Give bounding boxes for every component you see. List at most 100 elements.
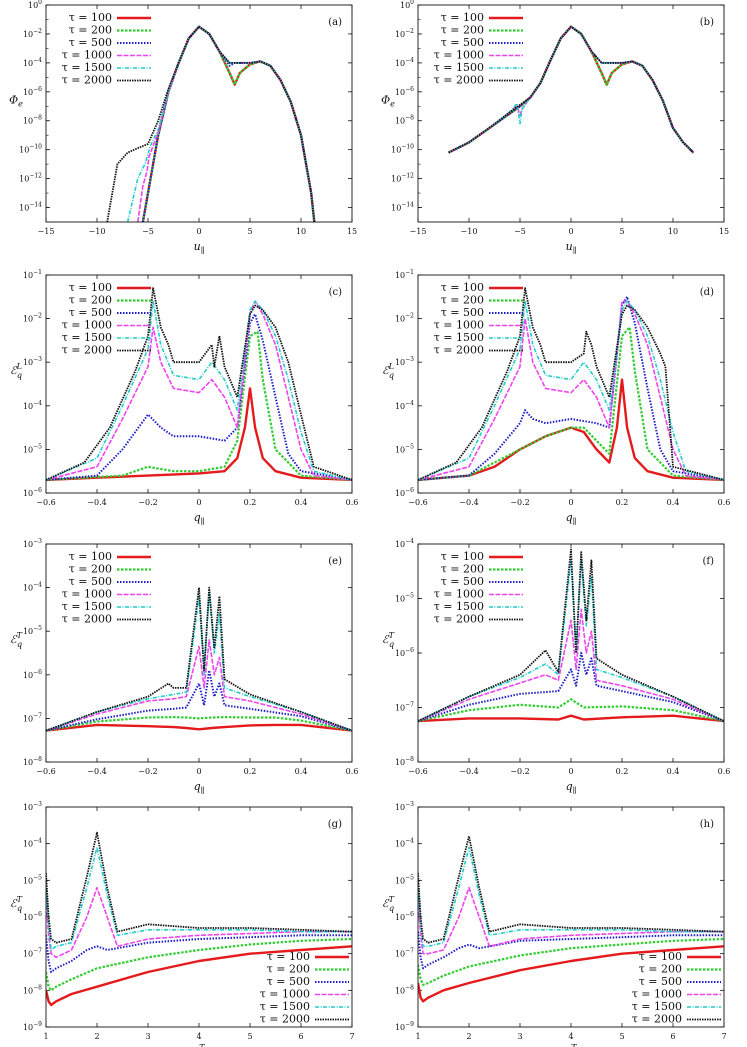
x-tick-label: −15: [410, 227, 427, 236]
y-tick-label: 10−7: [23, 712, 42, 723]
y-tick-label: 10−8: [23, 984, 42, 995]
series-line-tau-1000: [418, 886, 724, 955]
legend-label: τ = 500: [441, 306, 484, 319]
y-tick-label: 10−3: [23, 801, 42, 812]
x-tick-label: −0.4: [87, 767, 106, 776]
series-line-tau-2000: [418, 287, 724, 481]
series-line-tau-200: [46, 716, 352, 732]
x-tick-label: 6: [670, 1032, 675, 1041]
series-line-tau-1500: [448, 25, 694, 154]
legend-label: τ = 2000: [434, 344, 484, 357]
series-line-tau-2000: [46, 586, 352, 732]
legend-label: τ = 100: [267, 950, 310, 963]
plot-frame: [417, 274, 725, 494]
series-line-tau-1000: [137, 25, 316, 222]
y-tick-label: 10−9: [395, 1021, 414, 1032]
x-tick-label: 5: [247, 227, 252, 236]
y-tick-label: 10−6: [23, 487, 42, 498]
legend-label: τ = 2000: [260, 1013, 310, 1026]
series-group: [46, 586, 352, 732]
legend-label: τ = 1000: [434, 49, 484, 62]
x-tick-label: 0: [568, 227, 573, 236]
legend-label: τ = 500: [69, 575, 112, 588]
x-tick-label: −5: [142, 227, 154, 236]
series-line-tau-2000: [106, 25, 316, 222]
y-tick-label: 10−4: [23, 582, 42, 593]
chart-panel-f: −0.6 −0.4 −0.2 0 0.2 0.4 0.6 10−8 10−7 10−6 10−5 10…: [382, 538, 730, 795]
y-tick-label: 10−5: [395, 443, 414, 454]
series-line-tau-1000: [46, 886, 352, 959]
x-tick-label: −0.4: [87, 498, 106, 507]
legend-label: τ = 1000: [62, 49, 112, 62]
legend-label: τ = 1000: [62, 319, 112, 332]
y-tick-label: 10−4: [23, 400, 42, 411]
series-line-tau-100: [46, 945, 352, 1007]
y-tick-label: 10−7: [23, 948, 42, 959]
x-tick-label: 10: [296, 227, 306, 236]
chart-panel-e: −0.6 −0.4 −0.2 0 0.2 0.4 0.6 10−8 10−7 10−6 10−5 10…: [10, 538, 358, 795]
x-axis-label: q∥: [194, 511, 205, 526]
y-tick-label: 10−9: [23, 1021, 42, 1032]
legend-label: τ = 1000: [632, 988, 682, 1001]
legend-label: τ = 2000: [434, 613, 484, 626]
y-tick-label: 10−3: [395, 801, 414, 812]
y-axis-label: Φe: [381, 94, 395, 109]
plot-frame: [417, 4, 725, 223]
series-line-tau-100: [141, 25, 316, 222]
series-line-tau-500: [46, 934, 352, 973]
series-line-tau-1000: [46, 639, 352, 732]
x-tick-label: −0.2: [138, 767, 157, 776]
series-group: [418, 835, 724, 1003]
legend-label: τ = 100: [69, 550, 112, 563]
y-tick-label: 10−5: [395, 874, 414, 885]
series-line-tau-1500: [418, 846, 724, 948]
series-line-tau-2000: [418, 548, 724, 722]
series-line-tau-2000: [46, 287, 352, 481]
legend-label: τ = 1500: [62, 600, 112, 613]
x-tick-label: −0.2: [510, 767, 529, 776]
y-axis-label: ℰL q: [10, 362, 22, 380]
y-tick-label: 10−4: [395, 838, 414, 849]
x-tick-label: 3: [145, 1032, 150, 1041]
series-line-tau-1500: [46, 300, 352, 481]
chart-panel-c: −0.6 −0.4 −0.2 0 0.2 0.4 0.6 10−6 10−5 10−4 10−3 10…: [10, 269, 358, 526]
series-line-tau-1500: [46, 591, 352, 732]
x-axis-label: q∥: [194, 780, 205, 795]
legend-label: τ = 2000: [434, 74, 484, 87]
series-line-tau-1000: [418, 300, 724, 481]
legend-label: τ = 1000: [434, 319, 484, 332]
x-tick-label: 0.6: [718, 498, 731, 507]
x-tick-label: 0.6: [346, 498, 359, 507]
y-tick-label: 10−4: [23, 57, 42, 68]
x-tick-label: 0.2: [244, 498, 257, 507]
panel-tag: (g): [328, 819, 342, 830]
series-line-tau-100: [46, 723, 352, 732]
x-tick-label: 2: [94, 1032, 99, 1041]
chart-panel-d: −0.6 −0.4 −0.2 0 0.2 0.4 0.6 10−6 10−5 10−4 10−3 10…: [382, 269, 730, 526]
y-tick-label: 10−4: [395, 57, 414, 68]
x-tick-label: −0.2: [138, 498, 157, 507]
series-line-tau-500: [418, 652, 724, 723]
series-line-tau-500: [418, 931, 724, 970]
y-tick-label: 10−5: [23, 625, 42, 636]
chart-panel-g: 1 2 3 4 5 6 7 10−9 10−8 10−7 10−6 10−5 10−4 10−3 (g) zT…: [10, 801, 355, 1047]
y-tick-label: 10−2: [395, 313, 414, 324]
series-line-tau-2000: [448, 25, 695, 154]
legend-label: τ = 500: [69, 306, 112, 319]
x-tick-label: 5: [619, 1032, 624, 1041]
y-tick-label: 10−3: [23, 538, 42, 549]
y-tick-label: 10−5: [395, 593, 414, 604]
plot-frame: [45, 806, 353, 1028]
y-tick-label: 10−2: [23, 28, 42, 39]
y-tick-label: 10−8: [23, 115, 42, 126]
x-tick-label: −15: [38, 227, 55, 236]
y-tick-label: 10−6: [395, 86, 414, 97]
y-tick-label: 10−7: [395, 702, 414, 713]
y-tick-label: 10−6: [395, 647, 414, 658]
x-tick-label: 0.2: [616, 767, 629, 776]
x-tick-label: −10: [89, 227, 106, 236]
x-tick-label: 0.4: [667, 767, 680, 776]
x-axis-label: q∥: [566, 511, 577, 526]
